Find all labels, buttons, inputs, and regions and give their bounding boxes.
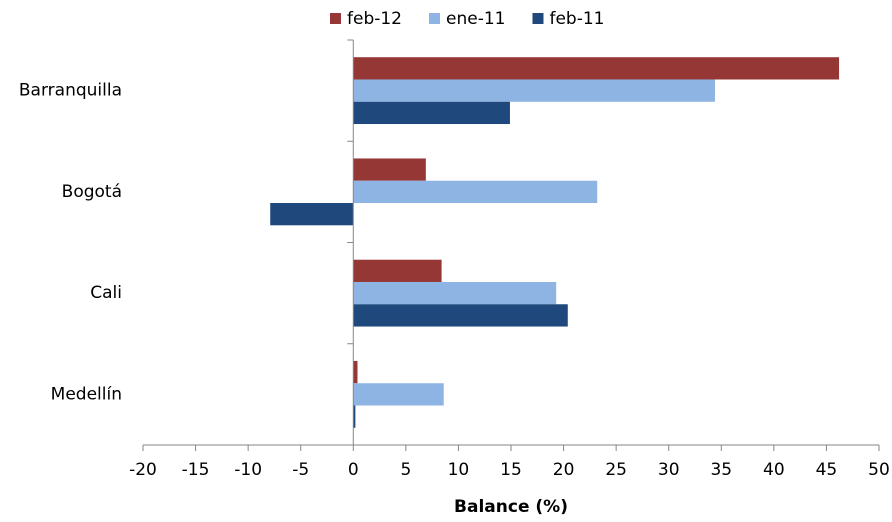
bar	[353, 57, 840, 80]
x-tick-label: 25	[605, 460, 627, 480]
legend-label: feb-11	[549, 9, 604, 29]
legend-swatch	[429, 13, 441, 24]
bar	[270, 203, 354, 226]
x-tick-label: -5	[292, 460, 309, 480]
y-tick-label: Medellín	[51, 384, 122, 404]
bar	[353, 259, 442, 282]
x-tick-label: 40	[763, 460, 785, 480]
x-tick-label: 45	[816, 460, 838, 480]
bar	[353, 304, 568, 327]
legend-swatch	[330, 13, 341, 24]
x-tick-label: -20	[129, 460, 157, 480]
x-tick-label: 30	[658, 460, 680, 480]
y-tick-label: Barranquilla	[19, 81, 122, 101]
x-tick-label: 50	[868, 460, 890, 480]
x-tick-label: -15	[182, 460, 210, 480]
bar	[353, 360, 358, 384]
legend-label: ene-11	[446, 9, 505, 29]
legend-swatch	[532, 13, 544, 24]
bar	[353, 405, 356, 428]
bar	[353, 101, 510, 125]
bar	[353, 383, 444, 406]
x-tick-label: 0	[348, 460, 359, 480]
y-tick-label: Bogotá	[62, 182, 122, 202]
x-tick-label: 15	[500, 460, 522, 480]
x-tick-label: 35	[710, 460, 732, 480]
x-tick-label: 20	[553, 460, 575, 480]
x-axis-label: Balance (%)	[454, 497, 568, 517]
x-tick-label: 5	[400, 460, 411, 480]
bar	[353, 180, 598, 204]
bar	[353, 281, 557, 305]
y-tick-label: Cali	[90, 283, 122, 303]
legend-label: feb-12	[347, 9, 402, 29]
bar	[353, 79, 715, 102]
bar	[353, 158, 426, 181]
x-tick-label: -10	[234, 460, 262, 480]
x-tick-label: 10	[448, 460, 470, 480]
